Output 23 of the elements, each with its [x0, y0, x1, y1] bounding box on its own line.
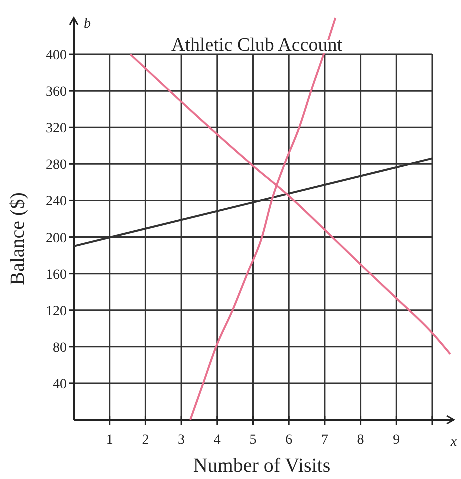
- y-tick-label: 80: [53, 340, 67, 356]
- x-tick-label: 5: [250, 433, 257, 448]
- y-tick-label: 40: [53, 377, 67, 392]
- x-tick-label: 7: [321, 433, 328, 448]
- y-tick-label: 360: [46, 85, 67, 100]
- y-tick-label: 200: [46, 231, 67, 246]
- y-tick-label: 120: [46, 304, 67, 320]
- y-tick-label: 400: [46, 48, 67, 64]
- x-tick-label: 9: [393, 433, 400, 448]
- y-tick-label: 240: [46, 194, 67, 210]
- y-tick-label: 160: [46, 268, 67, 283]
- x-tick-label: 4: [214, 433, 221, 448]
- x-tick-label: 6: [286, 433, 293, 448]
- x-tick-label: 1: [106, 433, 114, 448]
- x-tick-label: 2: [142, 433, 150, 448]
- x-axis-title: Number of Visits: [193, 455, 331, 477]
- text: x: [450, 435, 458, 450]
- x-tick-label: 3: [178, 433, 186, 448]
- x-tick-label: 8: [357, 433, 364, 448]
- y-tick-label: 320: [46, 122, 67, 137]
- y-tick-label: 280: [46, 158, 67, 174]
- y-axis-title: Balance ($): [7, 192, 29, 286]
- annotation: b: [84, 17, 91, 32]
